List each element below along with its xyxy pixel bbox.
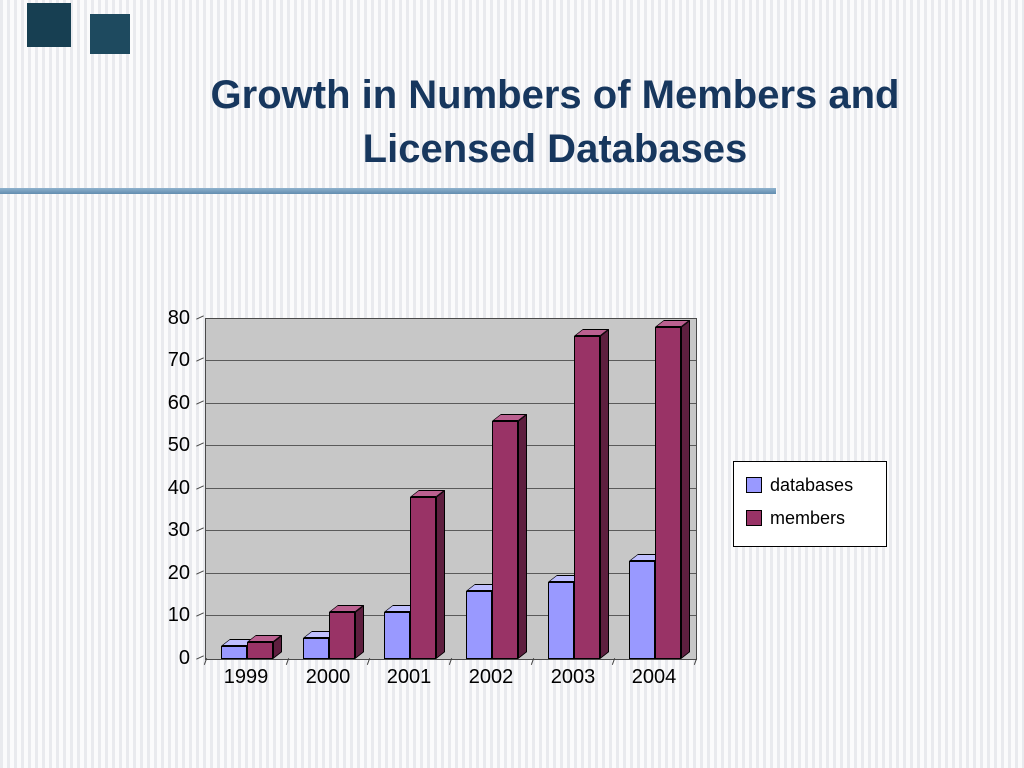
y-tick-mark-50 [196,442,204,447]
y-tick-mark-10 [196,612,204,617]
bar-databases-2002 [466,583,501,659]
bar-members-2002 [492,413,527,659]
bar-side-members-2001 [436,489,445,659]
legend-swatch-databases [746,477,762,493]
gridline-50 [206,445,696,446]
y-tick-label-0: 0 [178,647,190,669]
x-category-label-2000: 2000 [305,666,351,688]
bar-members-2003 [574,328,609,659]
y-tick-label-60: 60 [167,392,190,414]
bar-members-2000 [329,604,364,659]
y-tick-label-10: 10 [167,604,190,626]
x-category-label-2003: 2003 [550,666,596,688]
chart-legend: databases members [733,461,887,547]
y-axis: 0 10 20 30 40 50 60 70 80 [140,307,204,669]
y-tick-label-80: 80 [167,307,190,329]
bar-databases-1999 [221,638,256,659]
bar-databases-2000 [303,630,338,659]
y-tick-mark-70 [196,357,204,362]
decorative-square-1 [27,3,71,47]
bar-databases-2004 [629,553,664,659]
gridline-30 [206,530,696,531]
y-tick-mark-20 [196,570,204,575]
chart-plot-area [205,318,697,660]
title-divider-line [0,188,776,194]
decorative-square-2 [90,14,130,54]
y-tick-mark-80 [196,315,204,320]
y-tick-label-20: 20 [167,562,190,584]
x-category-label-1999: 1999 [223,666,269,688]
y-tick-label-50: 50 [167,434,190,456]
slide-title: Growth in Numbers of Members and License… [86,68,1024,176]
gridline-20 [206,573,696,574]
slide-title-line-2: Licensed Databases [362,127,748,171]
bar-side-members-2000 [355,604,364,659]
bar-side-members-2003 [600,328,609,659]
bar-members-2001 [410,489,445,659]
gridline-10 [206,615,696,616]
gridline-40 [206,488,696,489]
x-category-label-2004: 2004 [631,666,677,688]
y-tick-label-70: 70 [167,349,190,371]
y-tick-mark-40 [196,485,204,490]
bar-members-1999 [247,634,282,659]
bar-databases-2001 [384,604,419,659]
legend-item-databases: databases [746,474,854,495]
bar-side-members-2004 [681,319,690,659]
bar-side-members-2002 [518,413,527,659]
legend-label-members: members [770,507,846,528]
legend-swatch-members [746,510,762,526]
slide-title-line-1: Growth in Numbers of Members and [210,73,900,117]
gridline-70 [206,360,696,361]
x-category-label-2001: 2001 [386,666,432,688]
x-category-label-2002: 2002 [468,666,514,688]
x-axis: 1999 2000 2001 2002 2003 2004 [203,658,698,692]
y-tick-label-40: 40 [167,477,190,499]
y-tick-label-30: 30 [167,519,190,541]
y-tick-mark-0 [196,655,204,660]
bar-members-2004 [655,319,690,659]
legend-item-members: members [746,507,846,528]
y-tick-mark-60 [196,400,204,405]
legend-label-databases: databases [770,474,854,495]
y-tick-mark-30 [196,527,204,532]
gridline-60 [206,403,696,404]
bar-databases-2003 [548,574,583,659]
